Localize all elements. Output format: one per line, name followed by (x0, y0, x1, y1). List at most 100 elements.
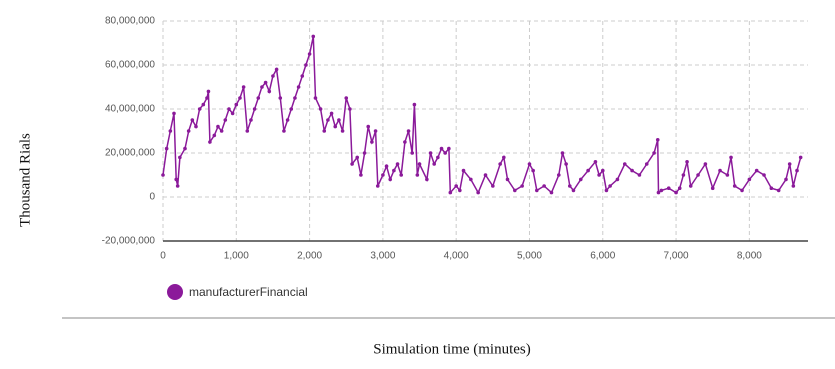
data-point (375, 184, 380, 188)
data-point (476, 190, 480, 195)
data-point (322, 129, 327, 133)
data-point (593, 160, 598, 164)
data-point (520, 184, 524, 188)
data-point (238, 96, 242, 100)
data-point (234, 102, 239, 107)
data-point (340, 129, 345, 133)
data-point (443, 151, 447, 155)
data-point (513, 188, 517, 193)
data-point (729, 155, 733, 160)
data-point (307, 52, 312, 56)
data-point (571, 188, 576, 193)
data-point (161, 173, 165, 177)
y-tick-label: 20,000,000 (105, 148, 155, 159)
data-point (655, 138, 660, 142)
data-point (293, 96, 297, 100)
data-point (197, 107, 202, 111)
data-point (194, 124, 198, 129)
data-point (542, 184, 546, 188)
data-point (666, 186, 671, 190)
data-point (549, 190, 554, 195)
data-point (615, 177, 620, 182)
data-point (183, 146, 187, 151)
data-point (337, 118, 341, 122)
data-point (241, 85, 246, 89)
data-point (174, 177, 178, 182)
data-point (278, 96, 283, 100)
data-point (175, 184, 180, 188)
y-tick-label: 40,000,000 (105, 104, 155, 115)
data-point (406, 129, 411, 133)
data-point (630, 168, 634, 173)
data-point (436, 155, 440, 160)
data-point (216, 124, 220, 129)
data-point (795, 168, 799, 173)
data-point (604, 188, 609, 193)
data-point (622, 162, 627, 166)
data-point (205, 96, 209, 100)
data-point (710, 186, 715, 190)
data-point (567, 184, 572, 188)
data-point (344, 96, 349, 100)
data-point (432, 162, 436, 166)
data-point (186, 129, 191, 133)
data-point (381, 173, 385, 177)
data-point (732, 184, 737, 188)
data-point (754, 168, 759, 173)
data-point (271, 74, 275, 78)
data-point (531, 168, 535, 173)
data-point (230, 111, 235, 116)
data-point (535, 188, 539, 193)
data-point (798, 155, 803, 160)
data-point (417, 162, 422, 166)
data-point (769, 186, 774, 190)
data-point (439, 146, 444, 151)
data-point (384, 164, 389, 168)
data-point (696, 173, 700, 177)
data-point (586, 168, 590, 173)
data-point (425, 177, 429, 182)
data-point (350, 162, 354, 166)
data-point (415, 173, 420, 177)
data-point (659, 188, 664, 193)
data-point (227, 107, 231, 111)
data-point (249, 118, 253, 122)
data-point (362, 151, 367, 155)
data-point (483, 173, 488, 177)
data-point (256, 96, 261, 100)
data-point (677, 186, 682, 190)
data-point (282, 129, 286, 133)
x-tick-label: 7,000 (664, 251, 689, 262)
data-point (313, 96, 318, 100)
data-point (784, 177, 788, 182)
data-point (637, 173, 642, 177)
data-point (762, 173, 766, 177)
y-tick-label: 0 (149, 192, 155, 203)
data-point (373, 129, 378, 133)
data-point (392, 168, 396, 173)
data-point (285, 118, 290, 122)
data-point (412, 102, 417, 107)
data-point (461, 168, 466, 173)
data-point (333, 124, 338, 129)
data-point (608, 184, 612, 188)
data-point (498, 162, 502, 166)
data-point (245, 129, 250, 133)
data-point (395, 162, 400, 166)
series-line (162, 36, 802, 195)
data-point (556, 173, 561, 177)
y-tick-label: -20,000,000 (102, 236, 156, 247)
data-point (300, 74, 305, 78)
data-point (505, 177, 510, 182)
data-point (219, 129, 224, 133)
data-point (201, 102, 206, 107)
x-tick-label: 6,000 (590, 251, 615, 262)
data-point (296, 85, 301, 89)
y-tick-label: 80,000,000 (105, 16, 155, 27)
data-point (718, 168, 722, 173)
data-point (206, 89, 211, 94)
data-point (329, 111, 334, 116)
data-point (318, 107, 323, 111)
data-point (370, 140, 374, 144)
